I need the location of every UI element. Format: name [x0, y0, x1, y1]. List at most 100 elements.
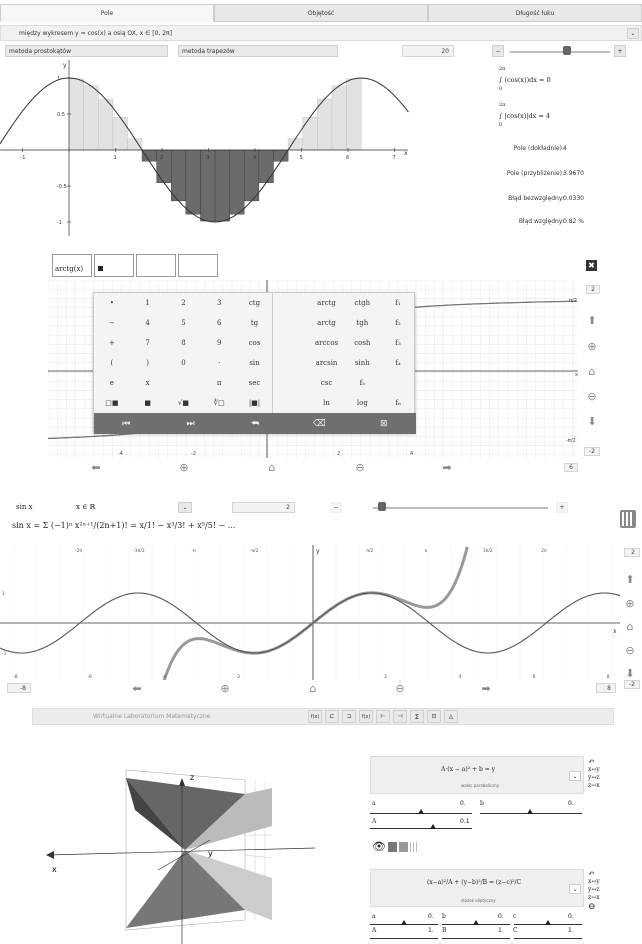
- keyboard-key[interactable]: tg: [237, 313, 273, 333]
- surface-tool-icon[interactable]: ◬: [444, 710, 458, 723]
- taylor-ymax-input[interactable]: 2: [624, 548, 640, 557]
- keyboard-key[interactable]: +: [108, 339, 115, 347]
- keyboard-key[interactable]: arccos: [314, 339, 339, 347]
- ymax-input[interactable]: 2: [586, 285, 600, 294]
- volume-tool-icon[interactable]: ⊐: [342, 710, 356, 723]
- param2-a-knob[interactable]: [401, 920, 407, 925]
- function-input-2[interactable]: [94, 254, 134, 277]
- zoom-in-icon[interactable]: ⊕: [220, 681, 230, 695]
- keyboard-key[interactable]: □■: [105, 399, 119, 407]
- home-icon[interactable]: ⌂: [626, 619, 634, 633]
- keyboard-key[interactable]: ∜□: [213, 399, 225, 407]
- n-slider-knob[interactable]: [563, 46, 571, 55]
- function-selector[interactable]: między wykresem y = cos(x) a osią OX, x …: [0, 25, 642, 41]
- keyboard-key[interactable]: sin: [237, 353, 273, 373]
- n-input[interactable]: 20: [402, 45, 454, 57]
- sum-tool-icon[interactable]: Σ: [410, 710, 424, 723]
- equation-1-dropdown-chevron-icon[interactable]: ⌄: [569, 771, 581, 781]
- param-A-slider[interactable]: [370, 828, 472, 829]
- taylor-increase-button[interactable]: +: [556, 502, 568, 513]
- keyboard-key[interactable]: [273, 313, 309, 333]
- keyboard-key[interactable]: ctgh: [354, 299, 371, 307]
- taylor-slider-track[interactable]: [373, 507, 548, 509]
- zoom-out-icon[interactable]: ⊖: [395, 681, 405, 695]
- keyboard-key[interactable]: f₄: [395, 359, 401, 367]
- function-input-3[interactable]: [136, 254, 176, 277]
- dropdown-chevron-icon[interactable]: ⌄: [627, 28, 639, 39]
- swap-yz-button[interactable]: y↔z: [588, 886, 600, 893]
- keyboard-key[interactable]: √■: [177, 399, 189, 407]
- param2-B-slider[interactable]: [442, 938, 510, 939]
- zoom-out-icon[interactable]: ⊖: [625, 643, 635, 657]
- keyboard-key[interactable]: 6: [216, 319, 222, 327]
- eye-icon[interactable]: 👁: [372, 840, 386, 853]
- keyboard-key[interactable]: 0: [181, 359, 186, 367]
- taylor-xmin-input[interactable]: -8: [7, 683, 31, 693]
- clear-icon[interactable]: ⊠: [380, 418, 388, 429]
- tab-pole[interactable]: Pole: [0, 4, 214, 22]
- param-b-knob[interactable]: [527, 809, 533, 814]
- function2-tool-icon[interactable]: f(x): [359, 710, 373, 723]
- first-icon[interactable]: ⏮: [122, 418, 131, 429]
- keyboard-key[interactable]: 2: [181, 299, 186, 307]
- keyboard-key[interactable]: ·: [218, 359, 221, 367]
- equation-2-dropdown-chevron-icon[interactable]: ⌄: [569, 884, 581, 894]
- arrow-down-icon[interactable]: ⬇: [625, 666, 635, 680]
- keyboard-key[interactable]: 5: [181, 319, 186, 327]
- keyboard-key[interactable]: [273, 393, 309, 413]
- keyboard-key[interactable]: ■: [144, 399, 151, 407]
- plot-tool-icon[interactable]: ⊡: [427, 710, 441, 723]
- keyboard-key[interactable]: [273, 333, 309, 353]
- swap-xy-button[interactable]: x↔y: [588, 766, 600, 773]
- param2-c-knob[interactable]: [545, 920, 551, 925]
- keyboard-key[interactable]: f₅: [359, 379, 366, 387]
- function-input-1[interactable]: arctg(x): [52, 254, 92, 277]
- keyboard-key[interactable]: f₃: [395, 339, 401, 347]
- taylor-xmax-input[interactable]: 8: [596, 683, 616, 693]
- keyboard-key[interactable]: [166, 373, 202, 393]
- keyboard-key[interactable]: x: [145, 379, 150, 387]
- taylor-ymin-input[interactable]: -2: [624, 680, 640, 689]
- undo-icon[interactable]: ⮪: [250, 418, 260, 429]
- method-trapezoids-button[interactable]: metoda trapezów: [178, 45, 338, 57]
- keyboard-key[interactable]: (: [110, 359, 114, 367]
- xmax-input[interactable]: 6: [564, 463, 578, 472]
- keyboard-key[interactable]: [273, 373, 309, 393]
- keyboard-key[interactable]: e: [109, 379, 114, 387]
- graph-tool-icon[interactable]: ⊢: [376, 710, 390, 723]
- tab-objetosc[interactable]: Objętość: [214, 4, 428, 22]
- swap-zx-button[interactable]: z↔x: [588, 782, 600, 789]
- keyboard-key[interactable]: csc: [320, 379, 333, 387]
- arrow-down-icon[interactable]: ⬇: [587, 414, 597, 428]
- function-dropdown-chevron-icon[interactable]: ⌄: [178, 502, 192, 513]
- last-icon[interactable]: ⏭: [186, 418, 195, 429]
- keyboard-key[interactable]: sinh: [354, 359, 370, 367]
- zoom-in-icon[interactable]: ⊕: [625, 596, 635, 610]
- close-icon[interactable]: ✖: [586, 260, 597, 271]
- keyboard-key[interactable]: 1: [145, 299, 150, 307]
- keyboard-key[interactable]: 8: [181, 339, 186, 347]
- keyboard-key[interactable]: log: [356, 399, 368, 407]
- param2-b-knob[interactable]: [473, 920, 479, 925]
- arrow-left-icon[interactable]: ⬅: [91, 460, 101, 474]
- keyboard-key[interactable]: π: [216, 379, 222, 387]
- keyboard-key[interactable]: ctg: [237, 293, 273, 313]
- taylor-decrease-button[interactable]: −: [330, 502, 342, 513]
- keyboard-key[interactable]: −: [108, 319, 115, 327]
- calculator-icon[interactable]: [620, 510, 636, 528]
- zoom-in-icon[interactable]: ⊕: [179, 460, 189, 474]
- param2-A-slider[interactable]: [370, 938, 438, 939]
- home-icon[interactable]: ⌂: [268, 460, 276, 474]
- keyboard-key[interactable]: [380, 373, 416, 393]
- surface-shaded-icon[interactable]: [398, 841, 408, 852]
- keyboard-key[interactable]: [273, 293, 309, 313]
- swap-zx-button[interactable]: z↔x: [588, 894, 600, 901]
- arrow-up-icon[interactable]: ⬆: [587, 313, 597, 327]
- taylor-slider-knob[interactable]: [378, 502, 386, 511]
- arrow-right-icon[interactable]: ➡: [442, 460, 452, 474]
- backspace-icon[interactable]: ⌫: [313, 418, 326, 429]
- zoom-out-icon[interactable]: ⊖: [355, 460, 365, 474]
- function-input-4[interactable]: [178, 254, 218, 277]
- keyboard-key[interactable]: arctg: [317, 319, 336, 327]
- param2-C-slider[interactable]: [514, 938, 582, 939]
